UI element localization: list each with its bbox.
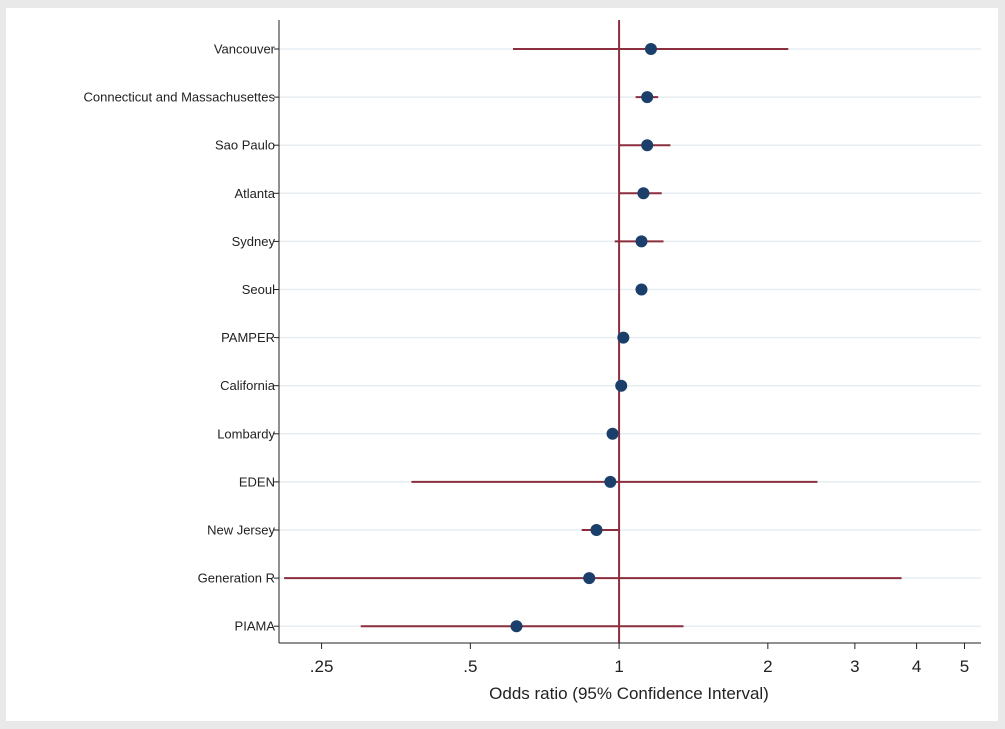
point-estimate-marker <box>615 379 628 392</box>
study-label: Generation R <box>198 571 275 586</box>
study-label: Seoul <box>242 282 275 297</box>
point-estimate-marker <box>617 331 630 344</box>
point-estimate-marker <box>641 91 654 104</box>
point-estimate-marker <box>604 475 617 488</box>
study-label: New Jersey <box>207 523 275 538</box>
point-estimates <box>510 43 657 633</box>
x-tick-label: 3 <box>850 657 859 676</box>
x-tick-label: 1 <box>614 657 623 676</box>
study-label: Atlanta <box>235 186 276 201</box>
point-estimate-marker <box>606 427 619 440</box>
study-label: California <box>220 378 276 393</box>
study-label: Vancouver <box>214 42 276 57</box>
point-estimate-marker <box>510 620 523 633</box>
point-estimate-marker <box>635 283 648 296</box>
study-label: EDEN <box>239 474 275 489</box>
study-label: Lombardy <box>217 426 275 441</box>
point-estimate-marker <box>637 187 650 200</box>
x-tick-label: .25 <box>310 657 334 676</box>
x-tick-label: 5 <box>960 657 969 676</box>
axes <box>274 20 981 649</box>
study-labels: Vancouver Connecticut and Massachusettes S… <box>84 42 276 634</box>
point-estimate-marker <box>590 524 603 536</box>
x-tick-label: 4 <box>912 657 921 676</box>
plot-region-background <box>6 8 998 721</box>
study-label: PAMPER <box>221 330 275 345</box>
point-estimate-marker <box>583 572 596 585</box>
x-tick-labels: .25 .5 1 2 3 4 5 <box>310 657 969 676</box>
study-label: Sydney <box>232 234 276 249</box>
point-estimate-marker <box>644 43 657 55</box>
x-tick-label: .5 <box>463 657 477 676</box>
x-axis-title: Odds ratio (95% Confidence Interval) <box>489 684 769 703</box>
x-tick-label: 2 <box>763 657 772 676</box>
study-label: PIAMA <box>235 619 276 634</box>
point-estimate-marker <box>641 139 654 152</box>
point-estimate-marker <box>635 235 648 248</box>
study-label: Sao Paulo <box>215 138 275 153</box>
study-label: Connecticut and Massachusettes <box>84 90 276 105</box>
